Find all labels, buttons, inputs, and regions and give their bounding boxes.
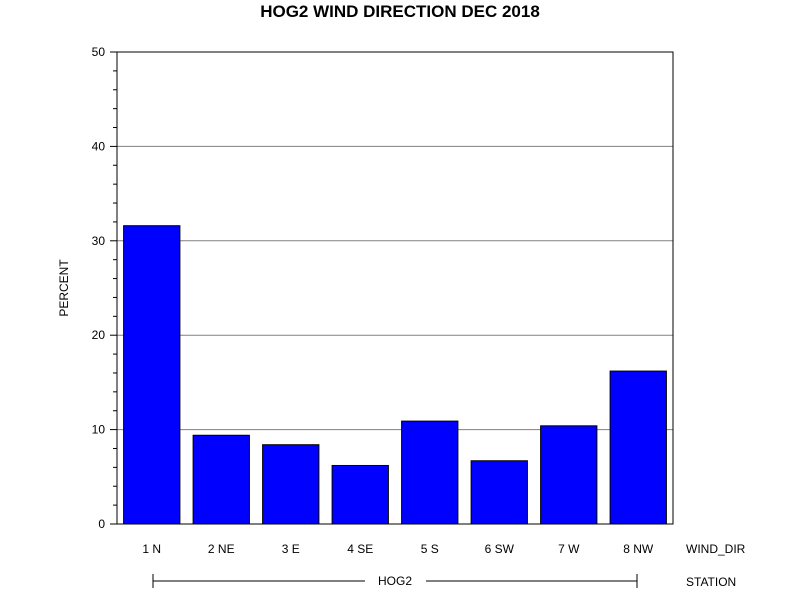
plot-frame xyxy=(116,51,674,525)
y-tick-label: 0 xyxy=(98,517,105,531)
y-tick-label: 50 xyxy=(92,45,106,59)
gridlines xyxy=(117,51,673,431)
y-axis: 0 10 20 30 40 50 xyxy=(92,45,117,531)
x-tick-label: 4 SE xyxy=(347,542,373,556)
x-axis-label: WIND_DIR xyxy=(686,542,746,556)
x-tick-label: 5 S xyxy=(421,542,439,556)
station-group-label: HOG2 xyxy=(378,574,412,588)
y-tick-label: 20 xyxy=(92,328,106,342)
y-tick-label: 10 xyxy=(92,423,106,437)
bar-5-s xyxy=(401,420,459,525)
bar-2-ne xyxy=(192,434,250,525)
y-tick-label: 40 xyxy=(92,139,106,153)
bar-4-se xyxy=(331,464,389,525)
x-tick-label: 3 E xyxy=(282,542,300,556)
x-axis: 1 N 2 NE 3 E 4 SE 5 S 6 SW 7 W 8 NW xyxy=(142,542,654,556)
x-tick-label: 1 N xyxy=(142,542,161,556)
x-tick-label: 6 SW xyxy=(485,542,515,556)
station-bracket: HOG2 xyxy=(152,574,638,588)
y-axis-label: PERCENT xyxy=(57,259,71,317)
x-tick-label: 8 NW xyxy=(623,542,654,556)
bars xyxy=(123,225,667,525)
bar-7-w xyxy=(540,425,598,525)
x-tick-label: 7 W xyxy=(558,542,580,556)
chart-title: HOG2 WIND DIRECTION DEC 2018 xyxy=(260,2,540,21)
station-axis-label: STATION xyxy=(686,575,736,589)
bar-1-n xyxy=(123,225,181,525)
y-tick-label: 30 xyxy=(92,234,106,248)
bar-8-nw xyxy=(609,370,667,525)
bar-3-e xyxy=(262,444,320,525)
x-tick-label: 2 NE xyxy=(208,542,235,556)
bar-6-sw xyxy=(470,460,528,525)
